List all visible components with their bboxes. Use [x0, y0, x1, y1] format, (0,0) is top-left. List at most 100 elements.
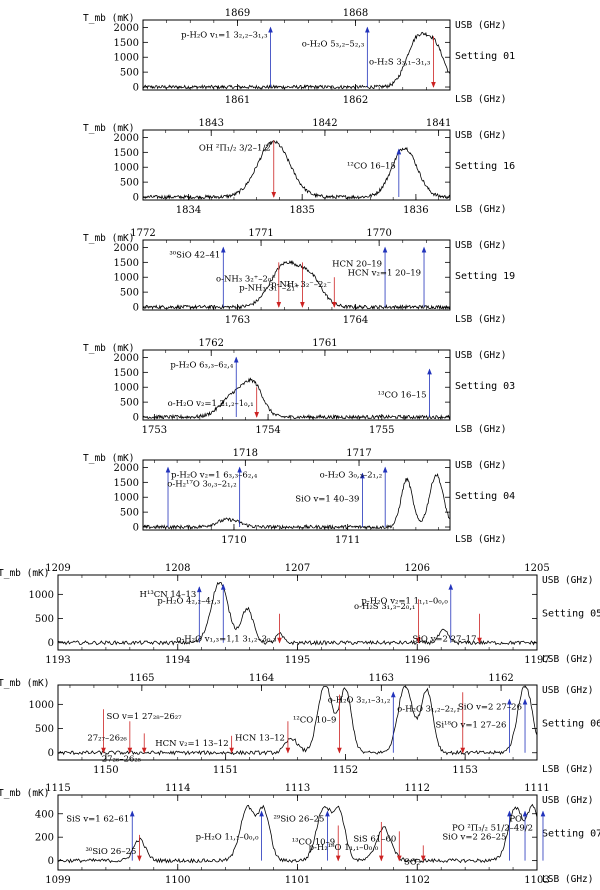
- line-label: p-NH₃ 3₁⁻–2₁⁺: [239, 283, 299, 293]
- lsb-tick-label: 1194: [165, 655, 190, 666]
- lsb-tick-label: 1836: [403, 205, 428, 216]
- line-arrow: [101, 747, 106, 754]
- lsb-tick-label: 1755: [369, 425, 394, 436]
- plot-frame: [142, 239, 451, 311]
- line-arrow: [337, 747, 342, 754]
- line-label: SiO v=1 40–39: [295, 494, 359, 504]
- line-label: p-H₂O 4₂,₂–4₁,₃: [157, 597, 220, 607]
- y-tick-label: 0: [133, 413, 139, 424]
- line-arrow: [277, 637, 282, 644]
- line-arrow: [477, 637, 482, 644]
- line-arrow: [325, 810, 330, 817]
- spectrum-trace: [142, 260, 451, 311]
- panel-2: 0 500 1000 1500 2000 1834 1835 1836 1843 1842 1841…: [83, 118, 515, 216]
- usb-tick-label: 1771: [248, 228, 273, 239]
- plot-frame: [142, 129, 451, 201]
- line-label: ¹²CO 10–9: [293, 716, 336, 726]
- lsb-tick-label: 1754: [255, 425, 280, 436]
- lsb-tick-label: 1099: [45, 875, 70, 886]
- usb-axis-label: USB (GHz): [455, 240, 506, 251]
- lsb-tick-label: 1103: [524, 875, 549, 886]
- y-tick-label: 0: [133, 303, 139, 314]
- usb-tick-label: 1114: [165, 783, 190, 794]
- lsb-tick-label: 1151: [213, 765, 238, 776]
- setting-label: Setting 03: [455, 381, 515, 392]
- line-arrow: [540, 810, 546, 817]
- setting-label: Setting 07: [542, 829, 600, 840]
- line-label: p-H₂O 1₁,₁–0₀,₀: [196, 832, 259, 842]
- line-arrow: [427, 368, 432, 375]
- plot-frame: [142, 349, 451, 421]
- lsb-axis-label: LSB (GHz): [455, 94, 506, 105]
- lsb-axis-label: LSB (GHz): [455, 424, 506, 435]
- line-arrow: [137, 855, 142, 862]
- line-label: p-H₂O v₂=1 1₁,₁–0₀,₀: [361, 597, 448, 607]
- panel-6: 0 500 1000 1193 1194 1195 1196 1197 1209 1208 1207…: [0, 563, 600, 666]
- spectrum-trace: [142, 472, 451, 531]
- y-axis-label: T_mb (mK): [0, 568, 49, 579]
- line-label: SiO v=2 27–26: [458, 703, 522, 713]
- line-label: o-H₂O 5₃,₂–5₂,₃: [302, 39, 365, 49]
- y-tick-label: 1500: [114, 148, 139, 159]
- lsb-tick-label: 1196: [405, 655, 430, 666]
- line-arrow: [365, 26, 370, 33]
- line-label: ¹²CO 16–15: [347, 161, 396, 171]
- setting-label: Setting 06: [542, 719, 600, 730]
- lsb-tick-label: 1150: [93, 765, 118, 776]
- usb-axis-label: USB (GHz): [542, 575, 593, 586]
- usb-tick-label: 1717: [346, 448, 371, 459]
- line-arrow: [360, 472, 365, 479]
- spectrum-trace: [57, 686, 538, 756]
- line-label: o-H₂O v₂=1 2₁,₂–1₀,₁: [168, 399, 254, 409]
- y-tick-label: 0: [48, 856, 54, 867]
- setting-label: Setting 16: [455, 161, 515, 172]
- usb-tick-label: 1842: [312, 118, 337, 129]
- line-arrow: [332, 301, 337, 308]
- spectrum-trace: [57, 581, 538, 646]
- line-label: p-H₂O 6₃,₃–6₂,₄: [170, 360, 233, 370]
- line-label: ²⁹SiO 26–25: [274, 814, 325, 824]
- line-label: SO v=1 27₂₈–26₂₇: [107, 712, 183, 722]
- spectrum-trace: [142, 377, 451, 421]
- y-tick-label: 500: [120, 398, 139, 409]
- line-label: p-NH₃ 3₂⁻–2₂⁻: [271, 280, 331, 290]
- lsb-tick-label: 1195: [285, 655, 310, 666]
- lsb-tick-label: 1100: [165, 875, 190, 886]
- line-arrow: [165, 466, 171, 473]
- usb-tick-label: 1113: [285, 783, 310, 794]
- y-tick-label: 0: [133, 193, 139, 204]
- y-axis-label: T_mb (mK): [83, 123, 134, 134]
- line-label: SiO v=2 26–25: [442, 832, 506, 842]
- lsb-tick-label: 1753: [142, 425, 167, 436]
- usb-tick-label: 1163: [369, 673, 394, 684]
- usb-axis-label: USB (GHz): [455, 350, 506, 361]
- line-arrow: [396, 148, 402, 155]
- panel-5: 0 500 1000 1500 2000 1710 1711 1718 1717 T_mb (mK…: [83, 448, 515, 546]
- line-arrow: [382, 466, 388, 473]
- usb-axis-label: USB (GHz): [455, 130, 506, 141]
- lsb-tick-label: 1835: [289, 205, 314, 216]
- line-label: SiO v=2 27–17: [412, 635, 476, 645]
- y-tick-label: 500: [120, 288, 139, 299]
- line-label: ³⁰SiO 42–41: [169, 250, 220, 260]
- y-tick-label: 500: [35, 724, 54, 735]
- line-arrow: [448, 583, 454, 590]
- line-arrow: [127, 747, 133, 754]
- setting-label: Setting 01: [455, 51, 515, 62]
- line-label: HCN 13–12: [235, 733, 285, 743]
- line-arrow: [416, 637, 421, 644]
- lsb-tick-label: 1834: [176, 205, 201, 216]
- y-tick-label: 1000: [114, 383, 139, 394]
- line-label: o-H₂S 3₁,₃–2₀,₁: [354, 602, 415, 612]
- panel-3: 0 500 1000 1500 2000 1763 1764 1772 1771 1770 T_mb…: [83, 228, 515, 326]
- line-label: ¹³CO 16–15: [378, 390, 427, 400]
- usb-axis-label: USB (GHz): [455, 20, 506, 31]
- line-arrow: [285, 747, 291, 754]
- y-axis-label: T_mb (mK): [0, 678, 49, 689]
- usb-tick-label: 1843: [198, 118, 223, 129]
- line-arrow: [197, 586, 202, 593]
- lsb-tick-label: 1862: [343, 95, 368, 106]
- y-tick-label: 1000: [114, 163, 139, 174]
- line-label: HCN 20–19: [332, 259, 382, 269]
- usb-tick-label: 1162: [488, 673, 513, 684]
